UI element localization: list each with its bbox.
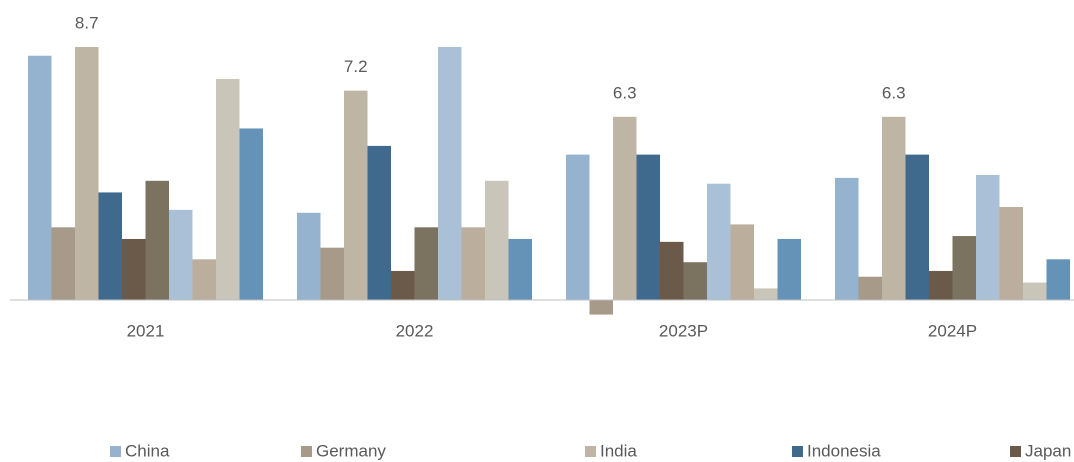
bar (98, 192, 122, 301)
data-label: 6.3 (882, 83, 906, 102)
bar (999, 206, 1023, 301)
legend-label: Japan (1025, 441, 1071, 460)
bar (414, 227, 438, 301)
legend-label: India (600, 441, 637, 460)
bar (754, 288, 778, 301)
bar (730, 224, 754, 301)
bar (1046, 259, 1070, 301)
bar (75, 47, 99, 301)
legend-label: Germany (316, 441, 386, 460)
bar (929, 270, 953, 301)
legend-swatch (792, 446, 803, 457)
bar (777, 238, 801, 301)
bar (683, 262, 707, 301)
bar (707, 183, 731, 301)
data-label: 7.2 (344, 57, 368, 76)
bar (660, 241, 684, 301)
bar (905, 154, 929, 301)
bar (461, 227, 485, 301)
bar (192, 259, 216, 301)
bar (952, 236, 976, 301)
x-tick-label: 2022 (396, 321, 434, 340)
data-label: 6.3 (613, 83, 637, 102)
legend-swatch (585, 446, 596, 457)
bar (858, 276, 882, 301)
legend-swatch (301, 446, 312, 457)
x-tick-label: 2023P (659, 321, 708, 340)
data-label: 8.7 (75, 14, 99, 33)
bar (28, 55, 52, 301)
bar (613, 116, 637, 301)
bar (367, 145, 391, 301)
bar (297, 212, 321, 301)
bar (391, 270, 415, 301)
bar (320, 247, 344, 301)
legend-swatch (1010, 446, 1021, 457)
bar (485, 180, 509, 301)
bar (566, 154, 590, 301)
bar (589, 300, 613, 315)
bar (51, 227, 75, 301)
bar (636, 154, 660, 301)
legend-label: China (125, 441, 170, 460)
bar (239, 128, 263, 301)
bar (882, 116, 906, 301)
bar (835, 177, 859, 301)
bar (976, 174, 1000, 301)
bar (122, 238, 146, 301)
bar (438, 47, 462, 301)
bar (216, 79, 240, 301)
x-tick-label: 2021 (127, 321, 165, 340)
bar (508, 238, 532, 301)
legend-swatch (110, 446, 121, 457)
bar (145, 180, 169, 301)
bar (1023, 282, 1047, 301)
bar (344, 90, 368, 301)
bar (169, 209, 193, 301)
x-tick-label: 2024P (928, 321, 977, 340)
legend-label: Indonesia (807, 441, 881, 460)
